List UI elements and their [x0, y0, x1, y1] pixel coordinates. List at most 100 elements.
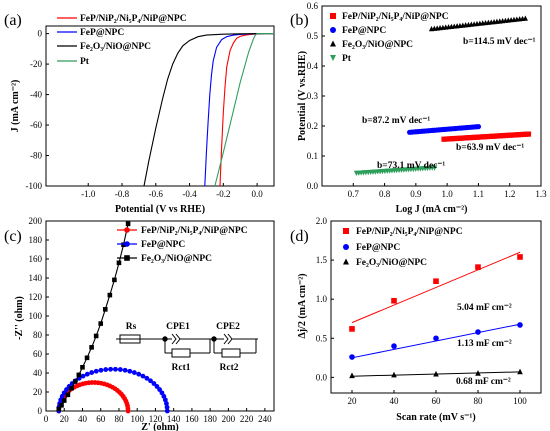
data-point-c-1 [103, 367, 109, 372]
x-tick-label-c: 60 [96, 414, 106, 424]
y-tick-label-d: 1.5 [316, 255, 328, 265]
x-tick-label-a: -0.8 [115, 189, 130, 199]
data-point-d-1 [433, 335, 439, 342]
y-tick-label-d: 0.0 [316, 372, 328, 382]
data-point-c-1 [131, 370, 137, 375]
data-point-b-0 [525, 131, 532, 137]
data-point-c-2 [107, 292, 113, 298]
legend-label-a-3: Pt [80, 57, 90, 67]
data-point-c-2 [84, 355, 90, 361]
data-point-d-1 [517, 322, 523, 328]
y-tick-label-c: 180 [29, 235, 43, 245]
data-point-d-1 [391, 343, 397, 349]
data-point-c-1 [89, 370, 95, 375]
circuit-label-4: Rct2 [220, 363, 239, 373]
y-tick-label-c: 100 [29, 311, 43, 321]
data-point-c-1 [136, 371, 142, 377]
data-point-c-2 [65, 392, 71, 398]
data-point-c-1 [127, 368, 133, 374]
legend-marker-b-0 [330, 13, 336, 19]
data-point-d-2 [475, 370, 481, 376]
data-point-c-1 [148, 378, 153, 384]
slope-annotation-b-0: b=114.5 mV dec⁻¹ [463, 37, 536, 47]
x-tick-label-b: 1.1 [473, 189, 484, 199]
panel-label-d: (d) [290, 228, 309, 245]
legend-marker-c-0 [124, 227, 130, 233]
data-point-c-1 [93, 368, 99, 374]
x-tick-label-c: 240 [258, 414, 272, 424]
data-point-d-0 [433, 278, 439, 284]
resistor-rct1 [171, 348, 191, 358]
x-tick-label-d: 80 [474, 396, 484, 406]
y-tick-label-c: 60 [33, 349, 43, 359]
legend-marker-d-2 [343, 258, 349, 265]
panel-label-a: (a) [4, 12, 22, 29]
x-tick-label-a: -0.2 [216, 189, 230, 199]
x-tick-label-c: 40 [78, 414, 88, 424]
legend-label-b-2: Fe₂O₃/NiO@NPC [342, 40, 413, 50]
data-point-c-2 [98, 321, 104, 326]
legend-label-a-1: FeP@NPC [80, 28, 124, 38]
x-tick-label-c: 100 [130, 414, 144, 424]
data-point-c-2 [59, 403, 64, 408]
data-point-c-1 [64, 387, 69, 392]
data-point-c-1 [164, 404, 170, 410]
cpe2-symbol [227, 333, 233, 345]
circuit-label-0: Rs [126, 322, 137, 332]
y-tick-label-c: 200 [29, 216, 43, 226]
legend-label-a-0: FeP/NiP₂/Ni₅P₄/NiP@NPC [80, 14, 187, 24]
legend-label-b-0: FeP/NiP₂/Ni₅P₄/NiP@NPC [342, 12, 449, 22]
x-tick-label-b: 0.8 [379, 189, 391, 199]
legend-label-d-0: FeP/NiP₂/Ni₅P₄/NiP@NPC [356, 227, 463, 237]
y-tick-label-b: 0.4 [307, 61, 319, 71]
data-point-c-2 [69, 385, 74, 391]
y-tick-label-b: 0.5 [307, 31, 319, 41]
x-tick-label-b: 0.9 [410, 189, 422, 199]
y-tick-label-b: 0.2 [307, 121, 318, 131]
data-point-c-1 [108, 366, 113, 372]
data-point-d-0 [391, 297, 397, 304]
circuit-label-1: CPE1 [166, 322, 190, 332]
data-point-c-2 [121, 242, 126, 248]
x-tick-label-b: 0.7 [348, 189, 360, 199]
data-point-c-2 [80, 365, 85, 370]
series-line-a-3 [214, 33, 274, 187]
data-point-c-1 [98, 367, 104, 373]
slope-annotation-d-0: 5.04 mF cm⁻² [457, 303, 512, 313]
legend-marker-d-1 [343, 244, 349, 250]
slope-annotation-b-2: b=63.9 mV dec⁻¹ [456, 143, 524, 153]
x-tick-label-d: 60 [432, 396, 442, 406]
y-tick-label-c: 40 [33, 368, 43, 378]
legend-label-c-0: FeP/NiP₂/Ni₅P₄/NiP@NPC [141, 226, 248, 236]
y-tick-label-a: -40 [30, 90, 42, 100]
data-point-c-1 [84, 371, 90, 377]
x-tick-label-c: 0 [44, 414, 49, 424]
slope-annotation-d-2: 0.68 mF cm⁻² [456, 377, 511, 387]
x-tick-label-d: 100 [513, 396, 527, 406]
cpe2-symbol [223, 333, 229, 345]
x-tick-label-b: 1.0 [442, 189, 454, 199]
data-point-c-2 [125, 221, 131, 227]
x-tick-label-a: -0.6 [149, 189, 164, 199]
data-point-c-1 [117, 367, 123, 372]
legend-label-b-3: Pt [342, 54, 352, 64]
x-axis-label-b: Log J (mA cm⁻²) [396, 204, 468, 215]
x-tick-label-c: 120 [149, 414, 163, 424]
data-point-c-1 [140, 373, 146, 379]
x-tick-label-b: 1.3 [535, 189, 547, 199]
x-tick-label-c: 180 [203, 414, 217, 424]
x-tick-label-a: -1.0 [81, 189, 96, 199]
plot-frame-a [45, 25, 275, 187]
y-tick-label-c: 20 [33, 387, 43, 397]
data-point-b-2 [522, 15, 528, 21]
data-point-c-1 [164, 401, 169, 406]
x-axis-label-c: Z' (ohm) [141, 422, 179, 431]
data-point-d-1 [475, 329, 481, 335]
x-tick-label-c: 200 [222, 414, 236, 424]
y-tick-label-a: -20 [30, 59, 42, 69]
data-point-c-0 [125, 408, 131, 414]
data-point-c-1 [80, 373, 86, 379]
data-point-d-2 [349, 372, 355, 379]
y-tick-label-b: 0.1 [307, 151, 318, 161]
